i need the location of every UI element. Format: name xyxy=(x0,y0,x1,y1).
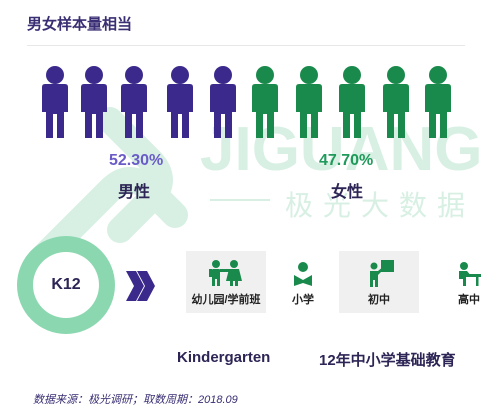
male-person-icon xyxy=(167,66,193,138)
male-person-icon xyxy=(42,66,68,138)
title-divider xyxy=(27,45,465,46)
stage-label-kindergarten: 幼儿园/学前班 xyxy=(191,294,261,306)
data-source: 数据来源：极光调研；取数周期：2018.09 xyxy=(33,394,238,406)
female-person-icon xyxy=(296,66,322,138)
page-title: 男女样本量相当 xyxy=(27,16,133,33)
teacher-board-icon xyxy=(370,260,394,287)
stage-label-junior-high: 初中 xyxy=(368,294,390,306)
k12-label: K12 xyxy=(33,252,99,318)
female-person-icon xyxy=(339,66,365,138)
female-person-icon xyxy=(425,66,451,138)
student-reading-icon xyxy=(294,262,312,286)
male-person-icon xyxy=(210,66,236,138)
kindergarten-box xyxy=(186,251,266,313)
k12-ring: K12 xyxy=(17,236,115,334)
female-person-icon xyxy=(252,66,278,138)
basic-education-label: 12年中小学基础教育 xyxy=(319,352,456,369)
stage-label-senior-high: 高中 xyxy=(458,294,480,306)
student-desk-icon xyxy=(459,262,481,286)
stage-label-primary: 小学 xyxy=(292,294,314,306)
male-person-icon xyxy=(81,66,107,138)
junior-high-box xyxy=(339,251,419,313)
male-label: 男性 xyxy=(118,184,151,201)
female-label: 女性 xyxy=(331,184,364,201)
double-chevron-icon xyxy=(126,271,155,301)
female-percent: 47.70% xyxy=(319,152,374,169)
kindergarten-label: Kindergarten xyxy=(177,349,271,366)
female-person-icon xyxy=(383,66,409,138)
male-person-icon xyxy=(121,66,147,138)
children-icon xyxy=(209,260,242,286)
svg-text:极光大数据: 极光大数据 xyxy=(285,189,475,222)
male-percent: 52.30% xyxy=(109,152,164,169)
